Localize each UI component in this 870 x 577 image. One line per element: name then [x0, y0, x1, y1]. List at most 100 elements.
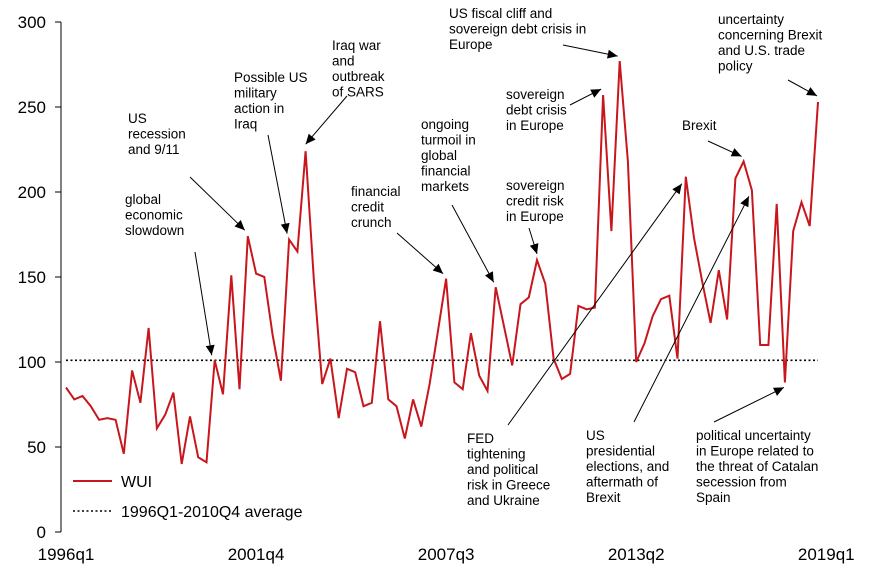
legend-wui-label: WUI: [121, 474, 152, 491]
y-tick-label: 100: [18, 353, 46, 372]
annotation-line: US: [586, 428, 605, 443]
annotation-line: action in: [234, 101, 284, 116]
annotation-text: sovereign credit risk in Europe: [506, 178, 565, 224]
annotation-text: sovereign debt crisis in Europe: [506, 87, 567, 133]
y-tick-label: 200: [18, 183, 46, 202]
annotation: Brexit: [682, 118, 742, 157]
annotation-line: Iraq war: [332, 38, 381, 53]
annotation-line: and political: [467, 462, 538, 477]
annotation-line: Possible US: [234, 70, 308, 85]
annotation-line: and Ukraine: [467, 493, 540, 508]
y-tick-label: 0: [37, 523, 46, 542]
annotation-line: economic: [125, 208, 183, 223]
annotation-line: Europe: [449, 37, 493, 52]
annotation: Possible US military action in Iraq: [234, 70, 308, 234]
annotation-arrow-line: [267, 134, 288, 234]
annotation: sovereign credit risk in Europe: [506, 178, 565, 255]
x-axis-ticks: 1996q1 2001q4 2007q3 2013q2 2019q1: [38, 545, 855, 564]
annotation-line: secession from: [696, 475, 787, 490]
annotation-line: global: [125, 192, 161, 207]
annotation: FED tightening and political risk in Greece…: [467, 183, 683, 508]
annotation-line: uncertainty: [718, 12, 784, 27]
y-tick-label: 50: [27, 438, 46, 457]
annotation-line: recession: [128, 127, 186, 142]
annotation-arrowhead: [607, 49, 618, 59]
annotation-line: and 9/11: [128, 142, 180, 157]
annotation-line: debt crisis: [506, 103, 567, 118]
annotation-text: US presidential elections, and aftermath of…: [586, 428, 669, 505]
annotation: global economic slowdown: [125, 192, 215, 356]
annotation-line: of SARS: [332, 85, 384, 100]
annotation-line: in Europe: [506, 118, 564, 133]
annotation-line: Iraq: [234, 117, 257, 132]
annotation-arrowhead: [529, 243, 539, 254]
annotation-line: US fiscal cliff and: [449, 6, 552, 21]
annotation-line: elections, and: [586, 459, 669, 474]
annotation: uncertainty concerning Brexit and U.S. tra…: [718, 12, 823, 97]
annotation: sovereign debt crisis in Europe: [506, 87, 602, 133]
annotation-line: markets: [421, 179, 469, 194]
annotation-text: global economic slowdown: [125, 192, 184, 238]
annotation-line: slowdown: [125, 223, 184, 238]
legend: WUI 1996Q1-2010Q4 average: [73, 474, 303, 521]
annotation-line: FED: [467, 431, 494, 446]
annotation-line: risk in Greece: [467, 478, 550, 493]
annotation-arrowhead: [305, 133, 316, 145]
annotation-line: the threat of Catalan: [696, 459, 818, 474]
annotation-line: Spain: [696, 490, 731, 505]
y-tick-label: 300: [18, 13, 46, 32]
annotation-arrowhead: [205, 344, 215, 356]
annotation-text: ongoing turmoil in global financial markets: [421, 117, 476, 194]
annotation-text: FED tightening and political risk in Greece…: [467, 431, 550, 508]
x-tick-label: 2013q2: [608, 545, 665, 564]
annotation-line: Brexit: [682, 118, 717, 133]
annotation-arrow-line: [189, 176, 246, 231]
annotation-line: US: [128, 111, 147, 126]
annotation-line: concerning Brexit: [718, 28, 823, 43]
x-tick-label: 2001q4: [228, 545, 285, 564]
annotation: US fiscal cliff and sovereign debt crisis…: [449, 6, 618, 59]
annotation-arrowhead: [234, 220, 245, 231]
y-tick-label: 250: [18, 98, 46, 117]
annotation-line: financial: [421, 164, 471, 179]
annotation-arrow-line: [396, 232, 444, 275]
annotation-line: aftermath of: [586, 475, 658, 490]
annotation-text: Possible US military action in Iraq: [234, 70, 308, 132]
annotation-line: turmoil in: [421, 133, 476, 148]
annotation-line: presidential: [586, 444, 655, 459]
annotation-arrowhead: [740, 196, 749, 208]
annotation-arrowhead: [590, 89, 602, 98]
annotation-text: Brexit: [682, 118, 717, 133]
y-tick-label: 150: [18, 268, 46, 287]
annotation: political uncertainty in Europe related t…: [696, 386, 818, 505]
annotation-arrowhead: [730, 148, 742, 157]
annotation-line: financial: [351, 184, 401, 199]
annotation-text: US fiscal cliff and sovereign debt crisis…: [449, 6, 586, 52]
annotation-arrow-line: [451, 204, 495, 283]
annotation-line: credit: [351, 200, 384, 215]
annotation-text: financial credit crunch: [351, 184, 401, 230]
annotation-line: and U.S. trade: [718, 43, 805, 58]
annotation-line: outbreak: [332, 69, 385, 84]
annotation-line: global: [421, 148, 457, 163]
annotation-arrowhead: [280, 222, 290, 234]
annotation-text: Iraq war and outbreak of SARS: [332, 38, 385, 100]
annotation: financial credit crunch: [351, 184, 444, 275]
annotation-line: sovereign: [506, 178, 565, 193]
annotation-arrow-line: [633, 196, 750, 423]
annotation-text: uncertainty concerning Brexit and U.S. tra…: [718, 12, 823, 74]
annotation-line: sovereign: [506, 87, 565, 102]
annotation-line: credit risk: [506, 194, 564, 209]
legend-average-label: 1996Q1-2010Q4 average: [121, 504, 303, 521]
annotation-line: in Europe: [506, 209, 564, 224]
annotation-line: ongoing: [421, 117, 469, 132]
annotation: Iraq war and outbreak of SARS: [305, 38, 385, 145]
annotation-arrow-line: [194, 251, 213, 356]
annotation-line: political uncertainty: [696, 428, 811, 443]
x-tick-label: 1996q1: [38, 545, 95, 564]
annotation: US presidential elections, and aftermath of…: [586, 196, 750, 505]
annotation-arrow-line: [507, 183, 683, 426]
wui-series-line: [65, 61, 819, 465]
